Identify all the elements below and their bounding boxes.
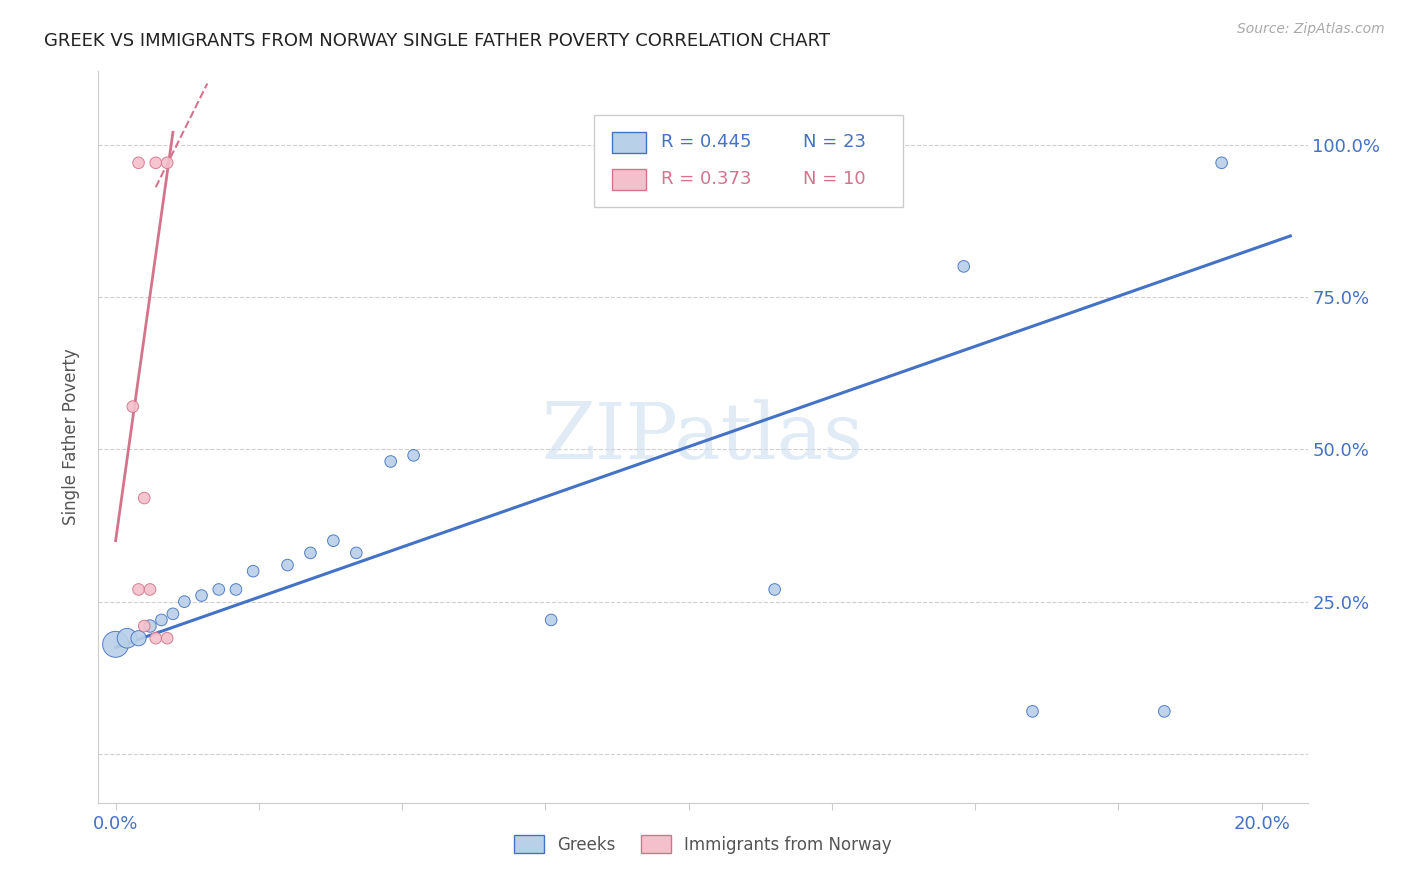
FancyBboxPatch shape xyxy=(613,169,647,190)
Point xyxy=(242,564,264,578)
Point xyxy=(134,619,156,633)
Point xyxy=(128,156,150,170)
Y-axis label: Single Father Poverty: Single Father Poverty xyxy=(62,349,80,525)
Point xyxy=(173,594,195,608)
Point xyxy=(190,589,212,603)
Point xyxy=(1153,705,1175,719)
Point xyxy=(162,607,184,621)
Point xyxy=(402,448,425,462)
Point xyxy=(128,582,150,597)
Point xyxy=(145,156,167,170)
Point xyxy=(208,582,231,597)
Point xyxy=(277,558,299,573)
Point xyxy=(344,546,367,560)
Point xyxy=(631,156,654,170)
Legend: Greeks, Immigrants from Norway: Greeks, Immigrants from Norway xyxy=(508,829,898,860)
Point xyxy=(145,632,167,646)
Point xyxy=(104,637,127,651)
Point xyxy=(150,613,173,627)
Text: ZIPatlas: ZIPatlas xyxy=(541,400,865,475)
Point xyxy=(115,632,138,646)
Point xyxy=(121,400,143,414)
Text: R = 0.373: R = 0.373 xyxy=(661,170,751,188)
Text: N = 10: N = 10 xyxy=(803,170,866,188)
Point xyxy=(225,582,247,597)
Text: N = 23: N = 23 xyxy=(803,134,866,152)
Text: R = 0.445: R = 0.445 xyxy=(661,134,751,152)
Point xyxy=(134,491,156,505)
Point xyxy=(128,632,150,646)
Point xyxy=(540,613,562,627)
Point xyxy=(1211,156,1233,170)
Point xyxy=(299,546,322,560)
Point xyxy=(139,619,162,633)
Point xyxy=(1021,705,1043,719)
Text: Source: ZipAtlas.com: Source: ZipAtlas.com xyxy=(1237,22,1385,37)
Point xyxy=(139,582,162,597)
Point xyxy=(763,582,786,597)
Point xyxy=(952,260,974,274)
Point xyxy=(156,632,179,646)
FancyBboxPatch shape xyxy=(595,115,903,207)
Point xyxy=(322,533,344,548)
Text: GREEK VS IMMIGRANTS FROM NORWAY SINGLE FATHER POVERTY CORRELATION CHART: GREEK VS IMMIGRANTS FROM NORWAY SINGLE F… xyxy=(44,32,830,50)
FancyBboxPatch shape xyxy=(613,132,647,153)
Point xyxy=(156,156,179,170)
Point xyxy=(380,454,402,468)
